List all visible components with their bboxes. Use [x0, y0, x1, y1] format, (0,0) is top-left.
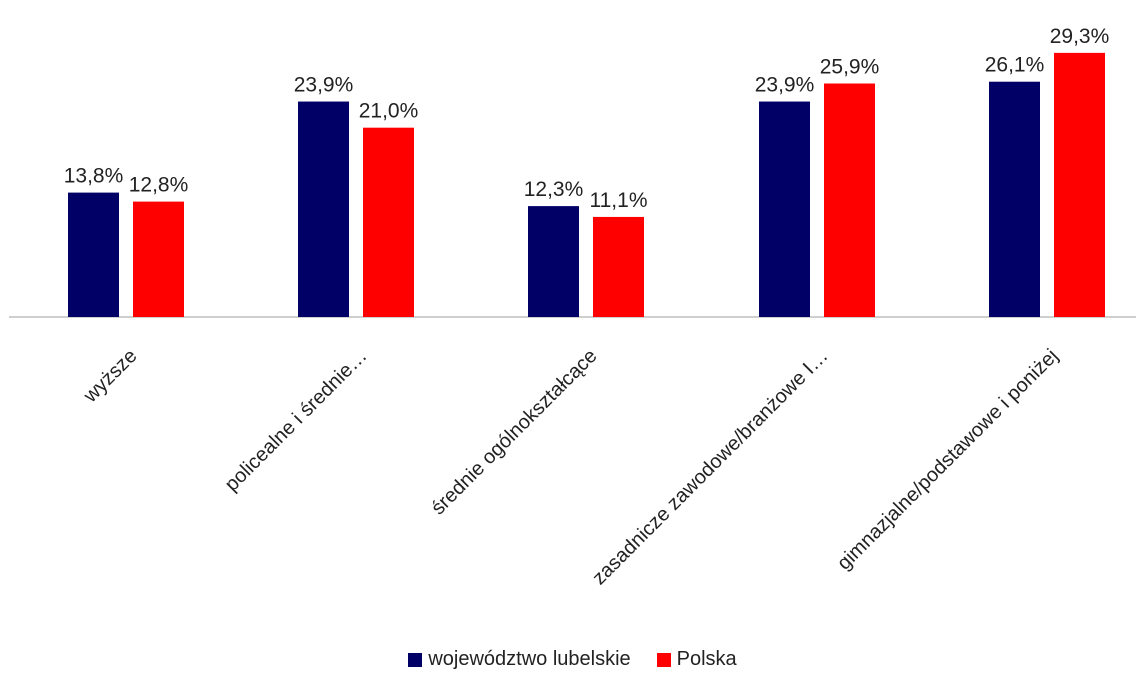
- bar-series-0-4: [989, 81, 1040, 317]
- legend-item-series-0: województwo lubelskie: [408, 648, 631, 671]
- bar-series-1-1: [363, 127, 414, 317]
- data-label-series-1-4: 29,3%: [1050, 25, 1110, 48]
- data-label-series-1-2: 11,1%: [590, 189, 648, 212]
- data-label-series-0-4: 26,1%: [985, 54, 1045, 77]
- category-label-0: wyższe: [79, 345, 142, 408]
- legend-label-polska: Polska: [676, 648, 737, 670]
- legend: województwo lubelskie Polska: [0, 648, 1145, 671]
- bar-series-1-4: [1054, 52, 1105, 317]
- data-label-series-0-1: 23,9%: [294, 74, 354, 97]
- bar-series-0-3: [759, 101, 810, 317]
- category-label-2: średnie ogólnokształcące: [427, 345, 601, 519]
- data-label-series-1-0: 12,8%: [129, 174, 189, 197]
- data-label-series-1-1: 21,0%: [359, 100, 419, 123]
- category-label-4: gimnazjalne/podstawowe i poniżej: [833, 345, 1062, 574]
- bar-series-0-2: [528, 206, 579, 317]
- bar-series-1-2: [593, 216, 644, 317]
- data-label-series-0-2: 12,3%: [524, 178, 584, 201]
- bar-series-0-1: [298, 101, 349, 317]
- bar-series-1-0: [133, 201, 184, 317]
- data-label-series-0-3: 23,9%: [755, 74, 815, 97]
- bar-series-1-3: [824, 83, 875, 317]
- category-label-1: policealne i średnie…: [221, 345, 372, 496]
- data-label-series-1-3: 25,9%: [820, 56, 880, 79]
- data-label-series-0-0: 13,8%: [64, 165, 124, 188]
- bar-series-0-0: [68, 192, 119, 317]
- category-label-3: zasadnicze zawodowe/branżowe I…: [588, 345, 832, 589]
- legend-swatch-lubelskie: [408, 652, 423, 667]
- legend-swatch-polska: [656, 652, 671, 667]
- legend-item-series-1: Polska: [656, 648, 737, 671]
- legend-label-lubelskie: województwo lubelskie: [428, 648, 631, 670]
